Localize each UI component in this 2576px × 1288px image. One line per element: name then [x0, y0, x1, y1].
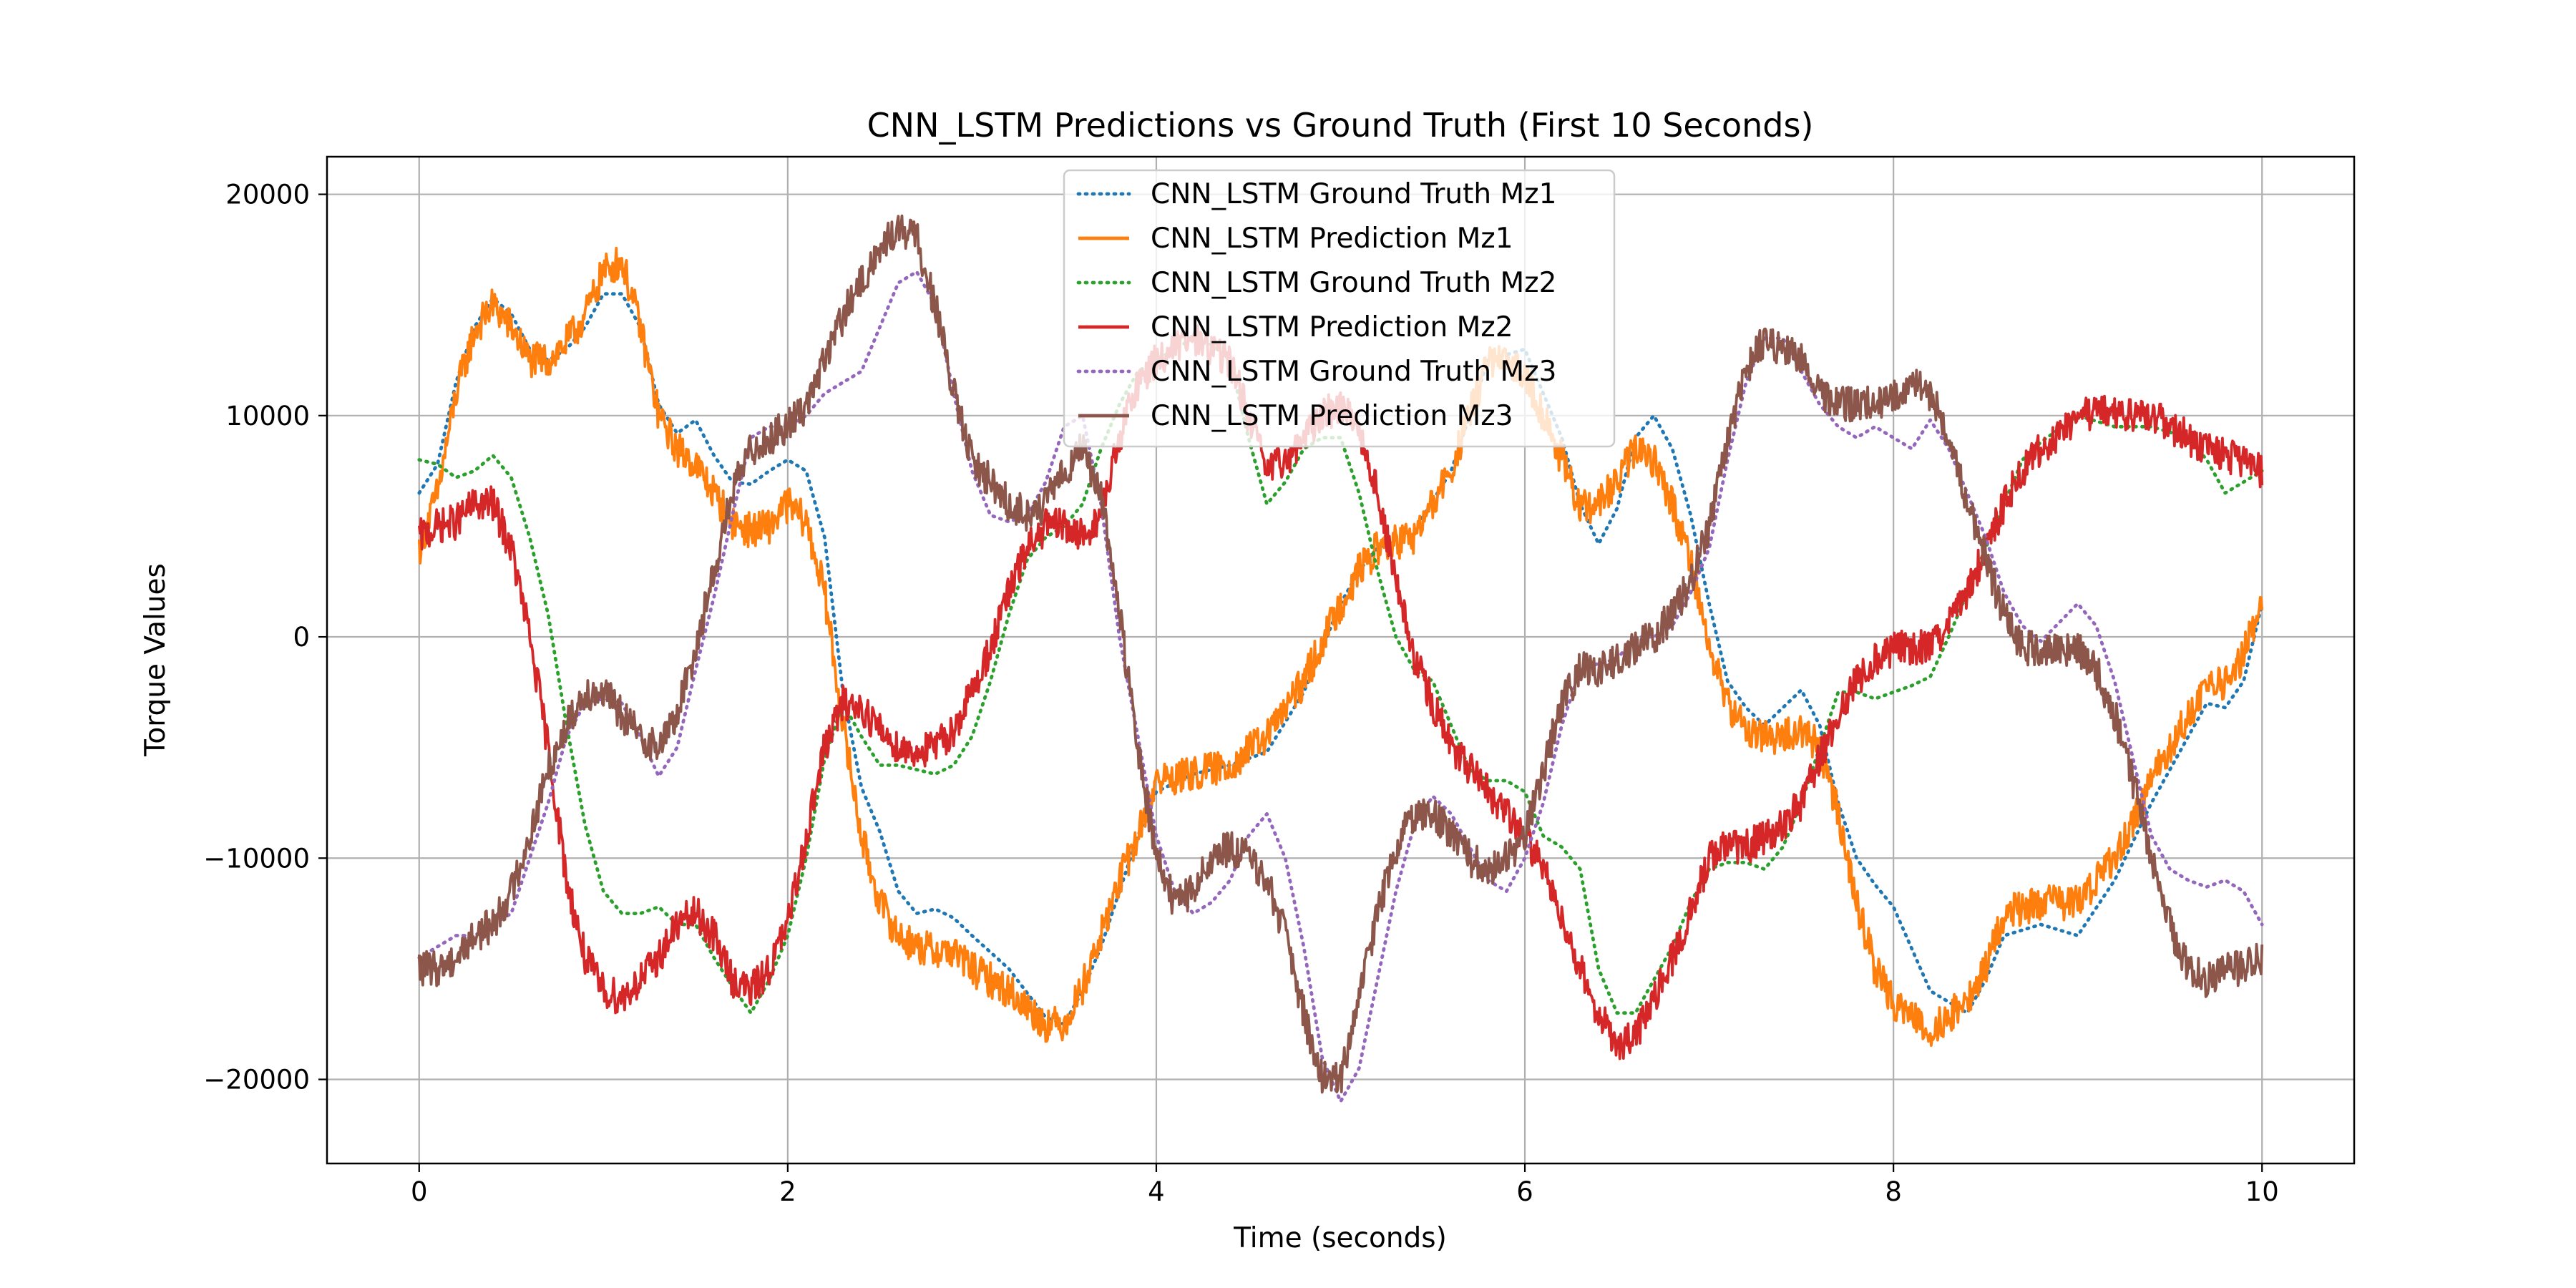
y-tick-label: 10000 — [225, 401, 310, 431]
y-tick-label: −10000 — [203, 843, 310, 874]
y-tick-label: 0 — [293, 622, 310, 653]
legend-label: CNN_LSTM Ground Truth Mz1 — [1151, 178, 1556, 210]
y-tick-label: −20000 — [203, 1064, 310, 1095]
series-layer — [417, 214, 2264, 1103]
legend-label: CNN_LSTM Prediction Mz1 — [1151, 223, 1513, 255]
axis-ticks: 0 2 4 6 8 10 −20000 −10000 0 10000 20000 — [203, 180, 2278, 1207]
x-tick-label: 4 — [1148, 1176, 1165, 1207]
x-tick-label: 10 — [2245, 1176, 2279, 1207]
x-tick-label: 8 — [1885, 1176, 1902, 1207]
series-line-3 — [417, 336, 2264, 1015]
x-axis-label: Time (seconds) — [1233, 1222, 1447, 1254]
chart-title: CNN_LSTM Predictions vs Ground Truth (Fi… — [867, 106, 1814, 145]
plot-area — [417, 214, 2264, 1103]
legend-label: CNN_LSTM Ground Truth Mz2 — [1151, 267, 1556, 299]
x-tick-label: 6 — [1516, 1176, 1533, 1207]
series-line-6 — [417, 214, 2264, 1094]
legend: CNN_LSTM Ground Truth Mz1 CNN_LSTM Predic… — [1063, 169, 1616, 448]
y-axis-label: Torque Values — [140, 563, 172, 757]
y-tick-label: 20000 — [225, 180, 310, 210]
legend-box — [1063, 169, 1616, 448]
plot-frame — [326, 155, 2356, 1165]
legend-label: CNN_LSTM Prediction Mz2 — [1151, 311, 1513, 343]
legend-label: CNN_LSTM Prediction Mz3 — [1151, 400, 1513, 432]
legend-label: CNN_LSTM Ground Truth Mz3 — [1151, 356, 1556, 388]
x-tick-label: 0 — [411, 1176, 428, 1207]
series-line-5 — [417, 270, 2264, 1103]
x-tick-label: 2 — [779, 1176, 796, 1207]
